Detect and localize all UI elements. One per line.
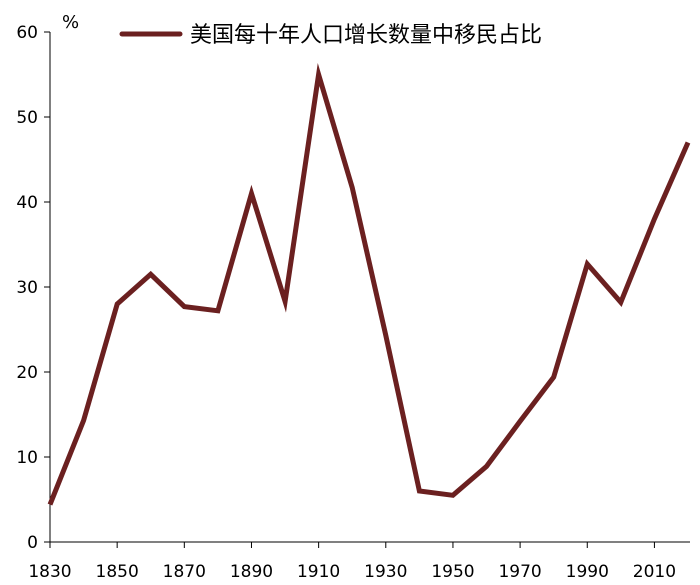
legend: 美国每十年人口增长数量中移民占比 bbox=[119, 23, 542, 48]
x-tick-label: 1890 bbox=[230, 562, 273, 582]
series-group bbox=[47, 62, 691, 506]
series-line-0 bbox=[47, 62, 691, 506]
y-tick-label: 30 bbox=[16, 278, 38, 298]
y-tick-label: 60 bbox=[16, 23, 38, 43]
y-tick-label: 0 bbox=[27, 533, 38, 553]
legend-label: 美国每十年人口增长数量中移民占比 bbox=[190, 23, 542, 48]
x-tick-label: 1870 bbox=[163, 562, 206, 582]
x-tick-label: 1910 bbox=[297, 562, 340, 582]
y-tick-label: 40 bbox=[16, 193, 38, 213]
chart-axes bbox=[49, 32, 690, 543]
x-axis-ticks: 1830 1850 1870 1890 1910 1930 1950 1970 1990 2010 bbox=[28, 542, 676, 582]
x-tick-label: 1830 bbox=[28, 562, 71, 582]
x-tick-label: 1950 bbox=[431, 562, 474, 582]
x-tick-label: 2010 bbox=[633, 562, 676, 582]
x-tick-label: 1930 bbox=[364, 562, 407, 582]
y-axis-unit-label: % bbox=[62, 12, 79, 33]
x-tick-label: 1990 bbox=[566, 562, 609, 582]
y-axis-ticks: 0 10 20 30 40 50 60 bbox=[16, 23, 50, 553]
x-tick-label: 1850 bbox=[96, 562, 139, 582]
y-tick-label: 10 bbox=[16, 448, 38, 468]
y-tick-label: 50 bbox=[16, 108, 38, 128]
y-tick-label: 20 bbox=[16, 363, 38, 383]
x-tick-label: 1970 bbox=[498, 562, 541, 582]
